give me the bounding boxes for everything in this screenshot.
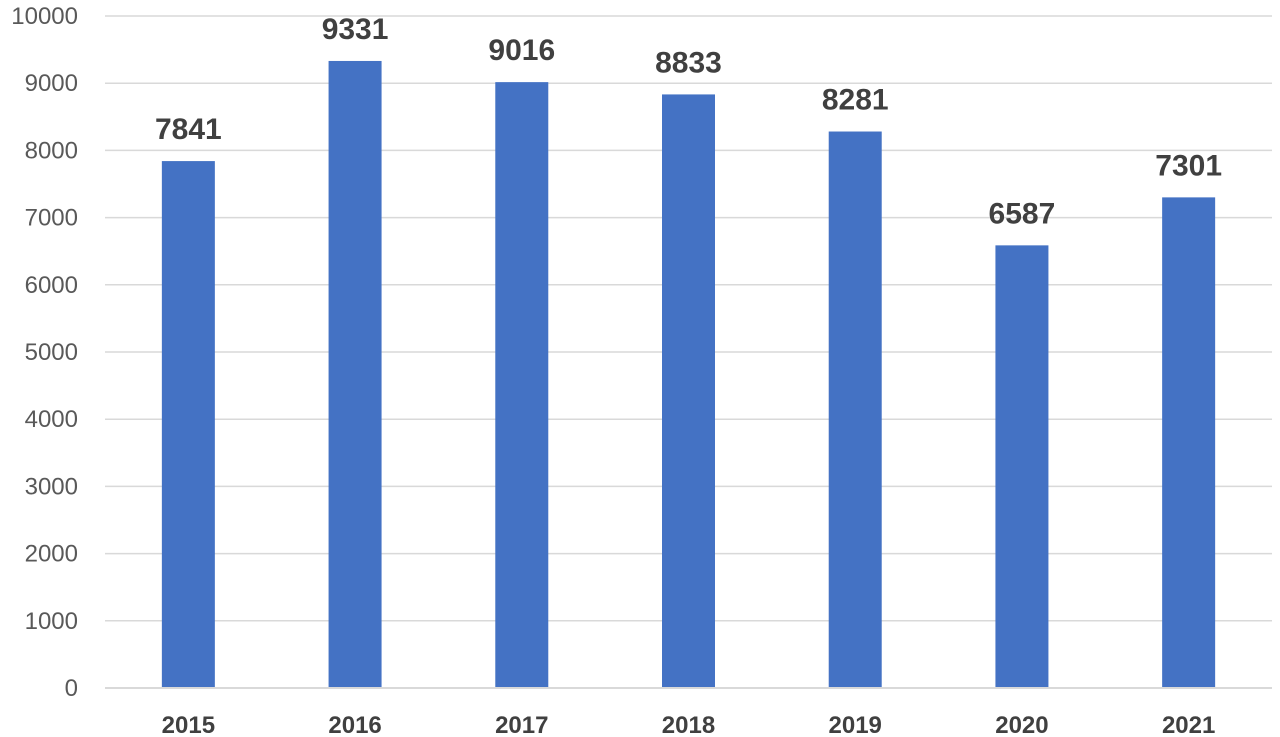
y-tick-label: 7000 (25, 205, 78, 232)
data-label-2016: 9331 (322, 13, 389, 46)
bars (161, 60, 1216, 689)
x-tick-label: 2020 (995, 712, 1048, 737)
data-label-2018: 8833 (655, 46, 722, 79)
bar-2020 (995, 245, 1049, 688)
bar-2018 (662, 94, 715, 688)
y-tick-label: 3000 (25, 473, 78, 500)
y-tick-label: 5000 (25, 339, 78, 366)
data-label-2020: 6587 (989, 197, 1056, 230)
x-axis-tick-labels: 2015 2016 2017 2018 2019 2020 2021 (162, 712, 1216, 737)
x-tick-label: 2019 (829, 712, 882, 737)
bar-2021 (1162, 197, 1216, 688)
x-tick-label: 2017 (495, 712, 548, 737)
x-tick-label: 2015 (162, 712, 215, 737)
bar-2019 (828, 131, 882, 689)
data-label-2021: 7301 (1155, 149, 1222, 182)
data-label-2017: 9016 (488, 34, 555, 67)
bar-2016 (328, 60, 382, 689)
data-label-2015: 7841 (155, 113, 222, 146)
y-tick-label: 8000 (25, 137, 78, 164)
bar-2017 (495, 82, 549, 688)
data-labels: 7841 9331 9016 8833 8281 6587 7301 (155, 13, 1222, 230)
y-tick-label: 1000 (25, 608, 78, 635)
x-tick-label: 2018 (662, 712, 715, 737)
bar-2015 (161, 161, 215, 689)
y-tick-label: 4000 (25, 406, 78, 433)
y-tick-label: 10000 (11, 3, 78, 30)
y-tick-label: 0 (65, 675, 78, 702)
data-label-2019: 8281 (822, 84, 889, 117)
y-axis-tick-labels: 0 1000 2000 3000 4000 5000 6000 7000 8000 9000 100… (11, 3, 78, 702)
y-tick-label: 2000 (25, 541, 78, 568)
y-tick-label: 9000 (25, 70, 78, 97)
x-tick-label: 2016 (328, 712, 381, 737)
y-tick-label: 6000 (25, 272, 78, 299)
x-tick-label: 2021 (1162, 712, 1215, 737)
